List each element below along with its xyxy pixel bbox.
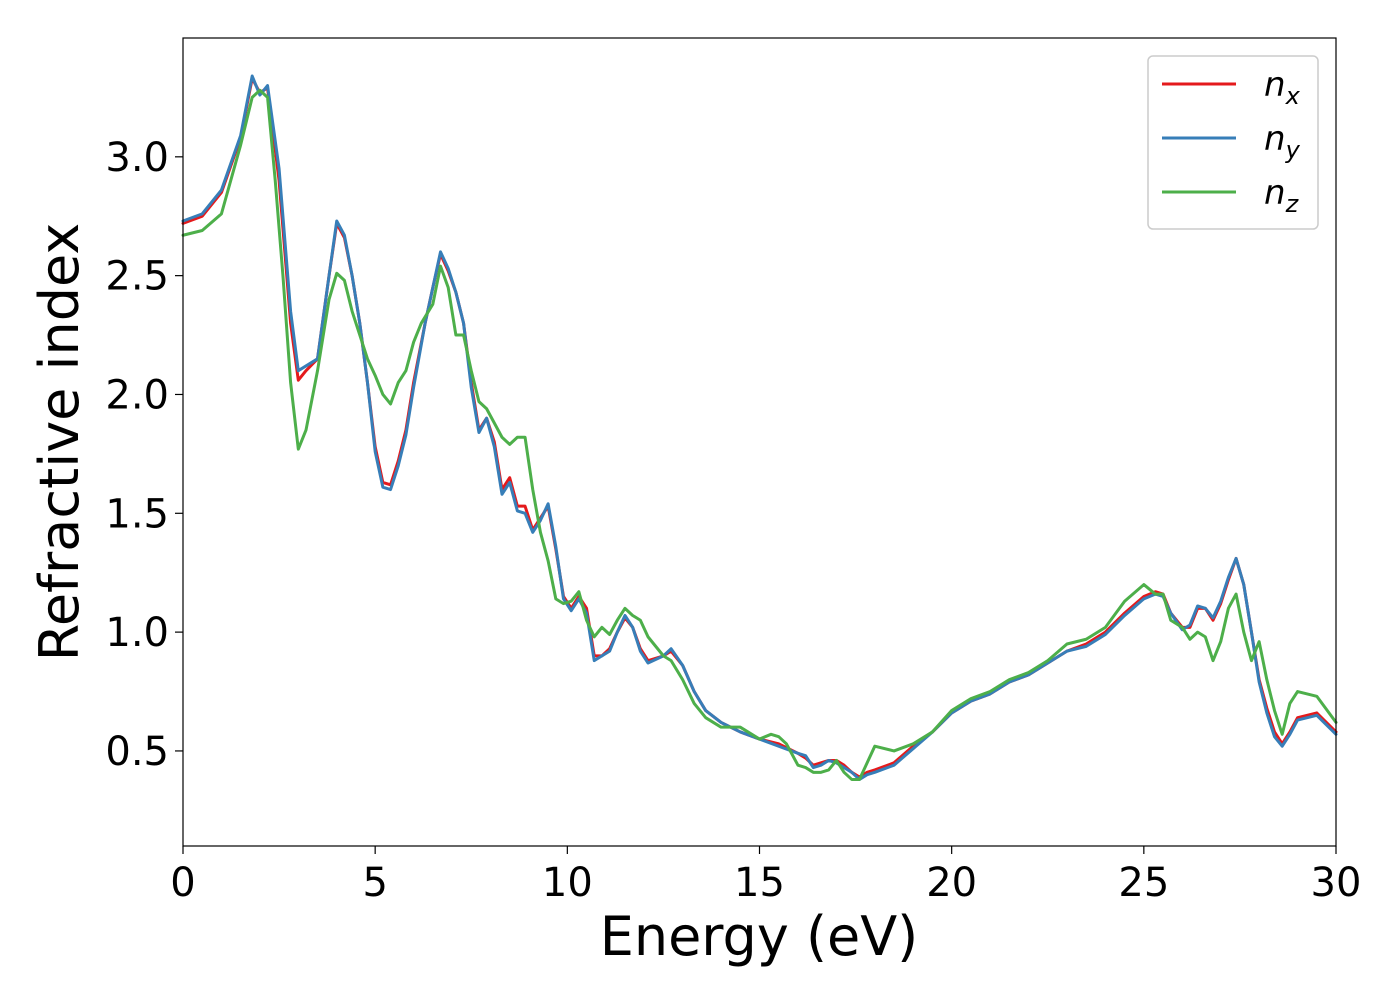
x-axis-ticks: 0 5 10 15 20 25 30 [170, 846, 1361, 906]
x-tick-label: 30 [1311, 860, 1362, 906]
x-tick-label: 25 [1118, 860, 1169, 906]
legend-label-z: nz [1264, 173, 1300, 218]
y-tick-label: 2.0 [105, 372, 169, 418]
legend-box [1147, 55, 1319, 230]
series-layer [181, 74, 1338, 781]
legend-label-y: ny [1264, 119, 1301, 164]
legend-label-x: nx [1264, 65, 1301, 110]
y-axis-ticks: 0.5 1.0 1.5 2.0 2.5 3.0 [105, 135, 183, 775]
series-line-z [181, 88, 1338, 781]
x-tick-label: 15 [734, 860, 785, 906]
x-tick-label: 10 [542, 860, 593, 906]
y-tick-label: 1.0 [105, 610, 169, 656]
y-tick-label: 2.5 [105, 254, 169, 300]
x-tick-label: 0 [170, 860, 195, 906]
legend-items: nx ny nz [1162, 65, 1301, 218]
y-tick-label: 1.5 [105, 491, 169, 537]
y-tick-label: 3.0 [105, 135, 169, 181]
x-tick-label: 20 [926, 860, 977, 906]
y-tick-label: 0.5 [105, 729, 169, 775]
y-axis-title: Refractive index [28, 223, 91, 662]
x-tick-label: 5 [362, 860, 387, 906]
legend: nx ny nz [1147, 55, 1319, 230]
x-axis-title: Energy (eV) [600, 905, 919, 968]
